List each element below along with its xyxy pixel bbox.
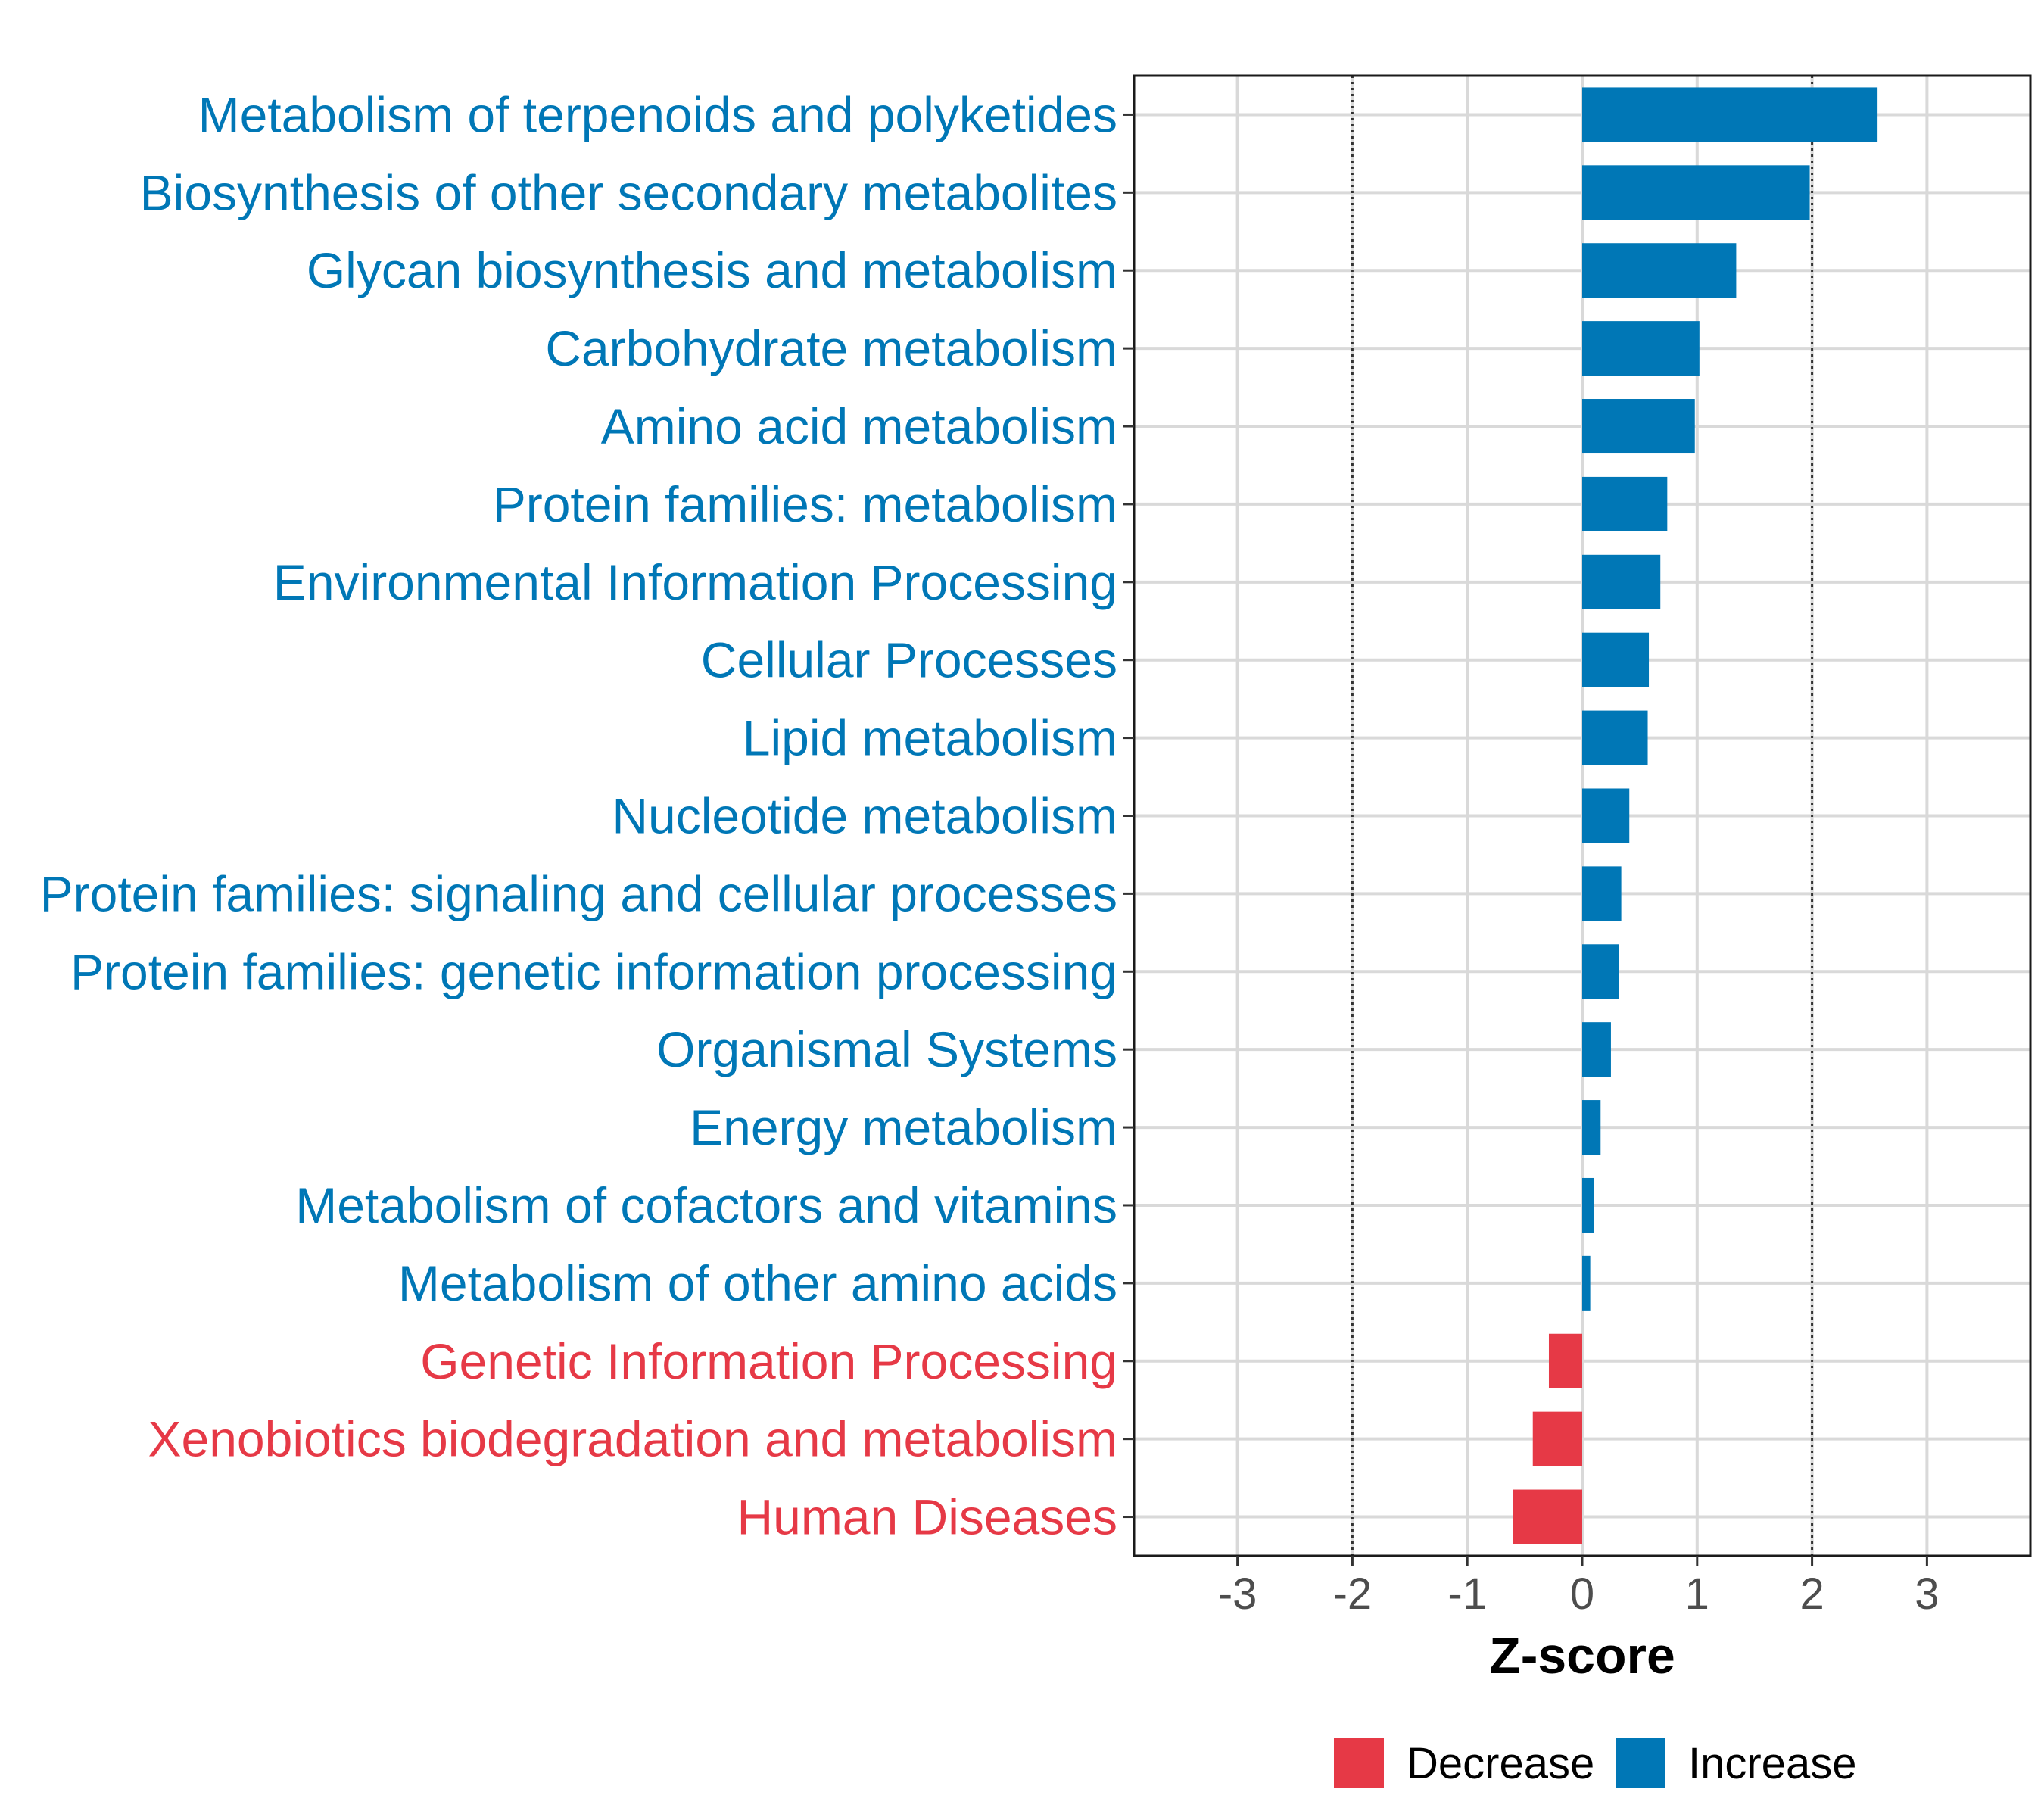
x-tick-label-1: 1 [1685,1569,1709,1619]
category-label-10: Nucleotide metabolism [612,788,1117,844]
bar-10 [1582,788,1630,843]
x-tick-label--1: -1 [1447,1569,1487,1619]
category-label-19: Human Diseases [737,1489,1117,1545]
category-label-6: Protein families: metabolism [493,476,1117,532]
x-tick-label-2: 2 [1799,1569,1824,1619]
category-label-12: Protein families: genetic information pr… [70,943,1117,999]
category-label-17: Genetic Information Processing [420,1333,1117,1389]
category-label-15: Metabolism of cofactors and vitamins [295,1177,1117,1233]
category-label-3: Glycan biosynthesis and metabolism [307,242,1117,298]
bar-3 [1582,243,1737,298]
category-label-14: Energy metabolism [690,1099,1117,1155]
category-label-11: Protein families: signaling and cellular… [40,865,1117,921]
category-label-16: Metabolism of other amino acids [398,1255,1117,1311]
bar-5 [1582,399,1695,454]
x-axis-title: Z-score [1489,1627,1675,1685]
category-label-1: Metabolism of terpenoids and polyketides [198,86,1117,142]
bar-7 [1582,554,1661,609]
bar-4 [1582,321,1700,376]
bar-11 [1582,866,1622,921]
category-label-9: Lipid metabolism [743,710,1117,766]
bar-14 [1582,1100,1601,1155]
category-label-5: Amino acid metabolism [601,398,1117,454]
y-axis-ticks [1123,113,1134,1519]
bars [1513,87,1878,1544]
category-label-7: Environmental Information Processing [273,554,1117,610]
category-label-13: Organismal Systems [656,1021,1117,1077]
bar-1 [1582,87,1878,142]
bar-15 [1582,1177,1594,1233]
bar-16 [1582,1255,1591,1311]
legend-swatch-increase [1616,1738,1665,1788]
bar-6 [1582,476,1668,531]
bar-18 [1532,1411,1582,1466]
category-label-8: Cellular Processes [701,632,1117,688]
bar-19 [1513,1489,1582,1544]
x-axis-labels: -3 -2 -1 0 1 2 3 [1218,1569,1940,1619]
category-label-18: Xenobiotics biodegradation and metabolis… [148,1411,1118,1467]
bar-12 [1582,944,1619,999]
legend: Decrease Increase [1334,1738,1856,1788]
category-label-2: Biosynthesis of other secondary metaboli… [140,164,1117,220]
x-tick-label-0: 0 [1570,1569,1594,1619]
x-tick-label--3: -3 [1218,1569,1257,1619]
legend-label-increase: Increase [1688,1739,1856,1788]
reference-lines [1351,76,1814,1556]
x-tick-label-3: 3 [1915,1569,1939,1619]
category-label-4: Carbohydrate metabolism [545,320,1117,376]
legend-swatch-decrease [1334,1738,1384,1788]
bar-9 [1582,710,1648,765]
bar-2 [1582,165,1810,220]
y-axis-labels: Metabolism of terpenoids and polyketides… [40,86,1117,1544]
bar-13 [1582,1022,1611,1077]
bar-8 [1582,632,1650,687]
x-axis-ticks [1236,1556,1928,1566]
x-tick-label--2: -2 [1333,1569,1373,1619]
bar-17 [1548,1333,1582,1388]
legend-label-decrease: Decrease [1407,1739,1594,1788]
